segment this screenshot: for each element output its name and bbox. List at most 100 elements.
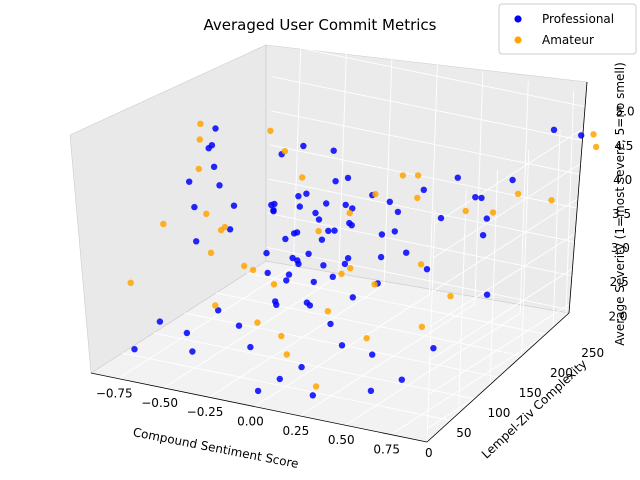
amateur-point	[241, 262, 248, 270]
amateur-point	[203, 210, 210, 217]
professional-point	[403, 249, 410, 256]
amateur-point	[462, 207, 469, 215]
professional-point	[394, 208, 402, 216]
amateur-point	[196, 136, 203, 143]
y-tick-label: 50	[456, 426, 471, 440]
professional-point	[226, 226, 234, 233]
professional-point	[305, 250, 312, 257]
professional-point	[268, 201, 275, 209]
professional-point	[349, 205, 356, 212]
amateur-point	[347, 265, 354, 272]
professional-point	[270, 207, 277, 214]
z-axis-line	[568, 81, 588, 314]
professional-point	[295, 193, 302, 200]
z-tick-label: 4.0	[613, 173, 632, 187]
x-tick-label: −0.75	[96, 387, 133, 401]
z-grid-line	[266, 246, 604, 429]
professional-point	[289, 254, 296, 262]
x-grid-line	[118, 34, 302, 379]
amateur-point	[315, 227, 322, 235]
professional-point	[454, 174, 461, 181]
z-grid-line	[273, 42, 611, 225]
x-grid-line	[390, 90, 575, 435]
amateur-point	[414, 194, 421, 202]
professional-point	[303, 190, 310, 197]
professional-point	[290, 230, 298, 237]
professional-point	[344, 174, 352, 182]
professional-point	[309, 392, 316, 399]
amateur-point	[299, 174, 306, 181]
professional-point	[327, 320, 334, 328]
professional-point	[210, 163, 218, 170]
professional-point	[216, 182, 223, 189]
amateur-point	[414, 172, 422, 179]
professional-point	[303, 299, 311, 306]
professional-point	[483, 215, 490, 222]
professional-point	[325, 227, 332, 235]
y-tick-label: 150	[519, 386, 542, 400]
amateur-point	[418, 323, 426, 330]
amateur-point	[447, 293, 454, 300]
legend-box	[498, 3, 637, 55]
professional-point	[247, 343, 254, 351]
amateur-point	[489, 209, 497, 216]
professional-point	[550, 126, 558, 133]
professional-point	[430, 345, 437, 352]
professional-point	[479, 232, 487, 239]
professional-point	[296, 203, 303, 210]
professional-point	[378, 231, 386, 238]
professional-point	[472, 194, 479, 201]
professional-point	[398, 376, 405, 383]
amateur-point	[371, 281, 378, 288]
amateur-point	[281, 148, 289, 155]
x-tick-label: 0.25	[283, 424, 310, 438]
z-axis-label: Average Severity (1=most severe, 5=no sm…	[613, 62, 627, 346]
professional-point	[208, 142, 216, 149]
professional-point	[323, 200, 330, 207]
x-grid-line	[163, 43, 348, 389]
x-tick-label: 0.00	[237, 415, 264, 429]
z-grid-line	[268, 178, 606, 361]
amateur-point	[417, 261, 425, 268]
professional-point	[186, 178, 193, 185]
professional-point	[341, 260, 349, 268]
y-grid-line	[184, 149, 530, 383]
y-grid-line	[215, 129, 561, 363]
z-grid-line	[272, 76, 610, 259]
professional-point	[283, 277, 290, 284]
z-tick-label: 2.0	[608, 309, 627, 323]
amateur-point	[221, 223, 228, 231]
amateur-point	[363, 335, 370, 342]
amateur-point	[127, 279, 134, 286]
professional-point	[483, 291, 491, 298]
professional-point	[369, 351, 376, 358]
professional-point	[338, 342, 346, 349]
professional-point	[193, 238, 200, 245]
x-tick-label: −0.50	[141, 396, 178, 410]
x-grid-line	[345, 81, 529, 426]
professional-point	[263, 249, 270, 257]
z-tick-label: 5.0	[616, 105, 635, 119]
y-tick-label: 0	[425, 446, 433, 460]
professional-point	[318, 236, 326, 243]
y-tick-label: 100	[488, 406, 511, 420]
amateur-point	[346, 209, 353, 217]
axes-panes	[69, 44, 588, 443]
amateur-point	[254, 319, 261, 326]
y-axis-line	[426, 312, 570, 443]
professional-point	[367, 387, 375, 394]
professional-point	[342, 201, 349, 209]
legend: Professional Amateur	[498, 3, 637, 55]
x-axis-label: Compound Sentiment Score	[132, 425, 300, 471]
professional-point	[254, 387, 262, 395]
z-tick-label: 2.5	[610, 275, 629, 289]
professional-point	[191, 203, 198, 211]
professional-point	[310, 278, 317, 286]
professional-point	[478, 194, 485, 202]
legend-marker-amateur	[514, 36, 522, 44]
chart-title: Averaged User Commit Metrics	[204, 16, 437, 34]
professional-point	[331, 227, 338, 234]
professional-point	[348, 222, 355, 229]
amateur-point	[249, 266, 257, 274]
x-grid-line	[299, 71, 484, 417]
